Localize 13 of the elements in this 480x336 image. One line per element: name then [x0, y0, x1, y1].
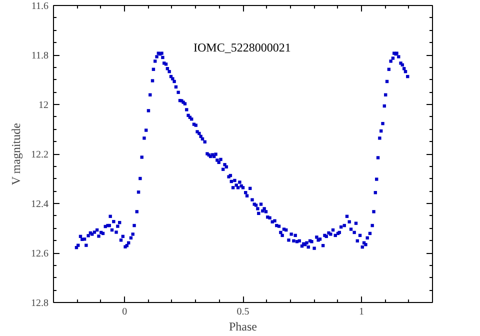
y-tick-label: 12	[38, 100, 48, 111]
y-tick-label: 12.2	[31, 150, 48, 160]
y-tick-label: 12.8	[31, 298, 48, 309]
x-tick-label: 0.5	[236, 306, 250, 318]
x-tick-label: 0	[122, 306, 128, 318]
x-tick-label: 1	[358, 306, 364, 318]
text: IOMC_5228000021	[194, 40, 291, 54]
y-tick-label: 11.8	[31, 50, 49, 62]
y-tick-label: 11.6	[31, 1, 49, 12]
y-tick-label: 12.4	[31, 199, 48, 210]
x-axis-title: Phase	[229, 320, 257, 334]
y-axis-title: V magnitude	[9, 123, 23, 186]
y-tick-label: 12.6	[31, 248, 48, 260]
